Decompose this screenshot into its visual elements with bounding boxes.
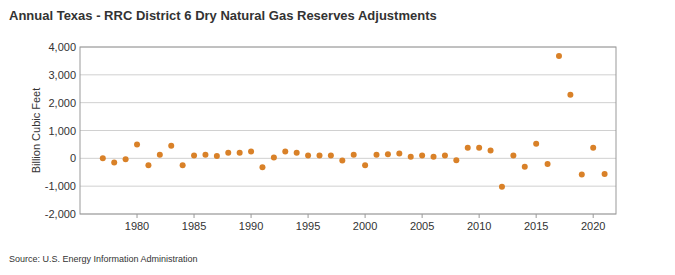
grid-line bbox=[80, 130, 616, 131]
y-tick-label: -2,000 bbox=[45, 208, 76, 220]
point bbox=[567, 92, 573, 98]
x-tick-label: 2015 bbox=[524, 220, 548, 232]
x-tick bbox=[308, 214, 309, 218]
point bbox=[202, 152, 208, 158]
point bbox=[100, 155, 106, 161]
y-tick-label: 3,000 bbox=[48, 69, 76, 81]
x-tick-label: 1985 bbox=[182, 220, 206, 232]
x-tick-label: 1995 bbox=[296, 220, 320, 232]
grid-line bbox=[80, 102, 616, 103]
point bbox=[305, 153, 311, 159]
point bbox=[259, 164, 265, 170]
x-tick bbox=[365, 214, 366, 218]
point bbox=[316, 153, 322, 159]
point bbox=[442, 153, 448, 159]
point bbox=[145, 162, 151, 168]
x-tick bbox=[251, 214, 252, 218]
y-tick-label: 2,000 bbox=[48, 97, 76, 109]
x-tick bbox=[422, 214, 423, 218]
y-tick-label: 1,000 bbox=[48, 125, 76, 137]
x-tick-label: 2005 bbox=[410, 220, 434, 232]
grid-line bbox=[80, 158, 616, 159]
x-tick bbox=[194, 214, 195, 218]
source-note: Source: U.S. Energy Information Administ… bbox=[9, 254, 198, 264]
point bbox=[328, 153, 334, 159]
point bbox=[533, 141, 539, 147]
point bbox=[339, 158, 345, 164]
x-tick-label: 1980 bbox=[125, 220, 149, 232]
point bbox=[408, 154, 414, 160]
point bbox=[351, 152, 357, 158]
chart: Annual Texas - RRC District 6 Dry Natura… bbox=[0, 0, 675, 275]
point bbox=[453, 157, 459, 163]
point bbox=[385, 151, 391, 157]
point bbox=[488, 148, 494, 154]
point bbox=[362, 162, 368, 168]
point bbox=[545, 161, 551, 167]
point bbox=[499, 184, 505, 190]
x-tick-label: 2020 bbox=[581, 220, 605, 232]
x-tick bbox=[593, 214, 594, 218]
point bbox=[556, 53, 562, 59]
point bbox=[134, 141, 140, 147]
point bbox=[237, 150, 243, 156]
point bbox=[602, 171, 608, 177]
x-tick-label: 1990 bbox=[239, 220, 263, 232]
y-tick-label: -1,000 bbox=[45, 180, 76, 192]
x-tick-label: 2010 bbox=[467, 220, 491, 232]
point bbox=[111, 160, 117, 166]
x-tick bbox=[536, 214, 537, 218]
point bbox=[419, 153, 425, 159]
title: Annual Texas - RRC District 6 Dry Natura… bbox=[9, 8, 437, 23]
point bbox=[579, 171, 585, 177]
point bbox=[522, 164, 528, 170]
y-axis-label: Billion Cubic Feet bbox=[30, 88, 42, 174]
point bbox=[123, 156, 129, 162]
x-tick-label: 2000 bbox=[353, 220, 377, 232]
grid-line bbox=[80, 74, 616, 75]
point bbox=[225, 150, 231, 156]
point bbox=[168, 143, 174, 149]
point bbox=[510, 153, 516, 159]
point bbox=[214, 153, 220, 159]
point bbox=[282, 148, 288, 154]
x-tick bbox=[137, 214, 138, 218]
plot-frame bbox=[80, 47, 616, 214]
point bbox=[294, 150, 300, 156]
grid-line bbox=[80, 186, 616, 187]
point bbox=[590, 145, 596, 151]
y-tick-label: 4,000 bbox=[48, 41, 76, 53]
point bbox=[465, 145, 471, 151]
point bbox=[476, 145, 482, 151]
point bbox=[431, 154, 437, 160]
point bbox=[374, 152, 380, 158]
x-tick bbox=[479, 214, 480, 218]
point bbox=[271, 154, 277, 160]
point bbox=[248, 148, 254, 154]
point bbox=[396, 151, 402, 157]
y-tick-label: 0 bbox=[70, 152, 76, 164]
points bbox=[100, 53, 608, 190]
point bbox=[157, 152, 163, 158]
point bbox=[191, 153, 197, 159]
point bbox=[180, 162, 186, 168]
